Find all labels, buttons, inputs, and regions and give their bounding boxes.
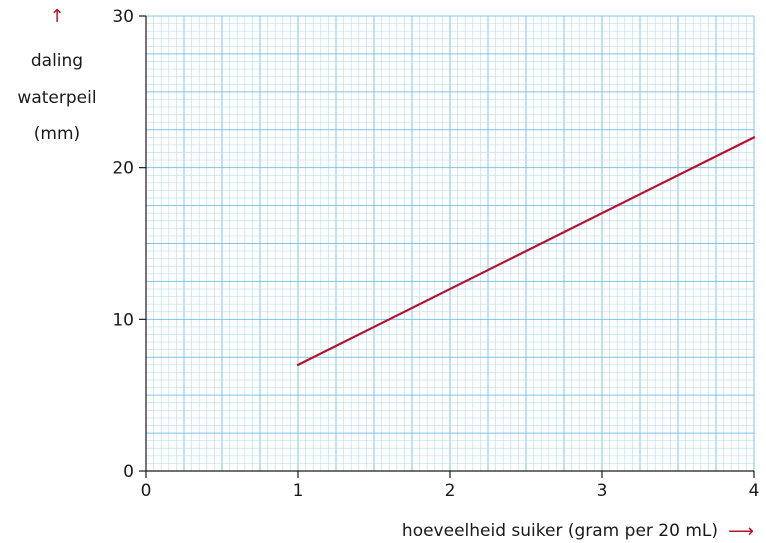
y-tick-label: 20 bbox=[112, 159, 134, 179]
y-tick-label: 10 bbox=[112, 310, 134, 330]
y-axis-label-line-2: waterpeil bbox=[17, 88, 96, 108]
series-line bbox=[296, 136, 756, 366]
x-tick-label: 2 bbox=[445, 481, 456, 501]
x-axis-arrow-icon: ⟶ bbox=[728, 521, 754, 542]
y-axis-arrow-icon: ↑ bbox=[49, 6, 64, 27]
x-ticks: 0 1 2 3 4 bbox=[141, 471, 760, 501]
y-tick-label: 0 bbox=[123, 462, 134, 482]
y-axis-label-line-1: daling bbox=[31, 51, 83, 71]
y-ticks: 0 10 20 30 bbox=[112, 7, 146, 482]
x-tick-label: 3 bbox=[597, 481, 608, 501]
y-axis-label-line-3: (mm) bbox=[34, 124, 80, 144]
x-tick-label: 1 bbox=[293, 481, 304, 501]
series-group bbox=[296, 136, 756, 366]
y-tick-label: 30 bbox=[112, 7, 134, 27]
x-tick-label: 0 bbox=[141, 481, 152, 501]
x-axis-label: hoeveelheid suiker (gram per 20 mL) bbox=[402, 521, 718, 541]
x-tick-label: 4 bbox=[749, 481, 760, 501]
grid bbox=[145, 15, 755, 472]
